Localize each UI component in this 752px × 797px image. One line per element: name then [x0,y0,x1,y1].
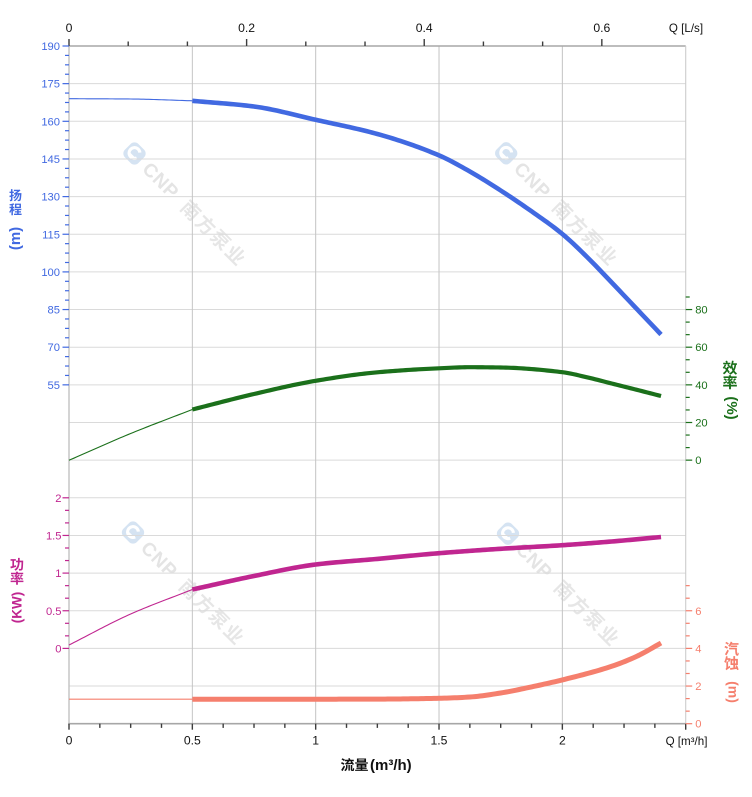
svg-text:40: 40 [695,380,707,392]
svg-text:175: 175 [41,79,60,91]
svg-text:2: 2 [55,493,61,505]
svg-text:1: 1 [312,734,319,748]
svg-text:1.5: 1.5 [46,531,62,543]
svg-text:0.4: 0.4 [416,21,433,35]
svg-text:0: 0 [55,643,61,655]
svg-text:2: 2 [695,681,701,693]
svg-text:145: 145 [41,154,60,166]
svg-text:Q [L/s]: Q [L/s] [669,22,703,35]
svg-text:190: 190 [41,41,60,53]
svg-text:85: 85 [48,305,60,317]
svg-text:2: 2 [559,734,566,748]
svg-text:0.5: 0.5 [184,734,201,748]
svg-text:(m): (m) [7,227,24,250]
svg-text:0: 0 [695,455,701,467]
svg-text:20: 20 [695,418,707,430]
svg-text:100: 100 [41,267,60,279]
svg-text:4: 4 [695,643,701,655]
svg-text:160: 160 [41,116,60,128]
svg-text:0.5: 0.5 [46,606,62,618]
svg-text:0: 0 [695,719,701,731]
svg-text:130: 130 [41,192,60,204]
svg-text:80: 80 [695,305,707,317]
svg-text:0.2: 0.2 [238,21,255,35]
svg-text:1.5: 1.5 [431,734,448,748]
svg-text:(m): (m) [726,681,742,703]
svg-text:70: 70 [48,342,60,354]
svg-text:6: 6 [695,606,701,618]
svg-text:(m³/h): (m³/h) [370,757,412,774]
svg-text:0.6: 0.6 [593,21,610,35]
svg-text:60: 60 [695,342,707,354]
svg-text:1: 1 [55,568,61,580]
svg-text:(KW): (KW) [9,592,24,623]
svg-text:55: 55 [48,380,60,392]
svg-text:115: 115 [42,229,60,241]
svg-text:0: 0 [66,734,73,748]
svg-text:(%): (%) [723,396,740,419]
svg-text:Q [m³/h]: Q [m³/h] [666,735,708,748]
svg-text:0: 0 [66,21,73,35]
